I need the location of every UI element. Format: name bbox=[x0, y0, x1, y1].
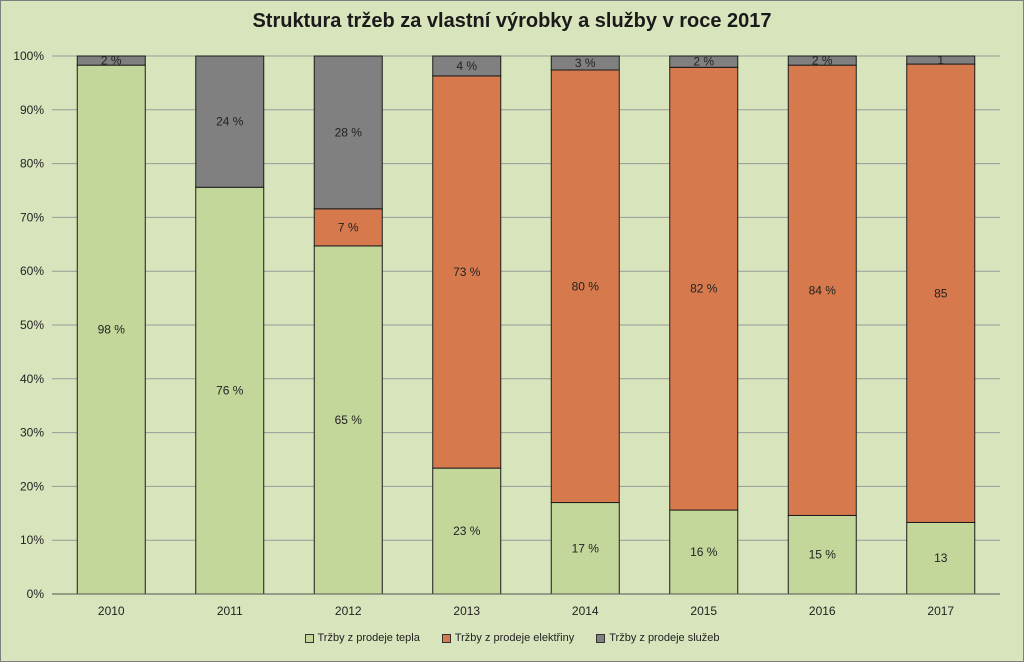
bar-segment bbox=[906, 55, 976, 65]
y-tick-label: 60% bbox=[20, 264, 44, 278]
x-tick-label: 2013 bbox=[453, 604, 480, 618]
data-label: 7 % bbox=[338, 220, 359, 234]
bar-segment bbox=[76, 55, 146, 66]
bar-segment bbox=[550, 55, 620, 71]
data-label: 13 bbox=[934, 551, 948, 565]
y-tick-label: 100% bbox=[13, 49, 44, 63]
x-tick-label: 2011 bbox=[217, 604, 243, 618]
bar-segment bbox=[669, 66, 739, 511]
legend-swatch bbox=[441, 633, 451, 643]
data-label: 82 % bbox=[690, 282, 718, 296]
data-label: 3 % bbox=[575, 56, 596, 70]
legend-swatch bbox=[304, 633, 314, 643]
legend-item: Tržby z prodeje tepla bbox=[304, 632, 420, 644]
y-tick-label: 30% bbox=[20, 426, 44, 440]
data-label: 17 % bbox=[572, 541, 600, 555]
legend-label: Tržby z prodeje tepla bbox=[317, 632, 420, 644]
data-label: 85 bbox=[934, 286, 948, 300]
data-label: 15 % bbox=[809, 548, 837, 562]
bar-segment bbox=[195, 55, 265, 188]
bar-segment bbox=[313, 55, 383, 210]
legend-label: Tržby z prodeje služeb bbox=[609, 632, 720, 644]
x-tick-label: 2017 bbox=[927, 604, 954, 618]
bar-segment bbox=[787, 514, 857, 595]
bar-segment bbox=[669, 55, 739, 68]
chart-legend: Tržby z prodeje tepla Tržby z prodeje ele… bbox=[0, 632, 1024, 644]
data-label: 73 % bbox=[453, 265, 481, 279]
bar-segment bbox=[313, 245, 383, 595]
legend-item: Tržby z prodeje elektřiny bbox=[441, 632, 575, 644]
data-label: 28 % bbox=[335, 125, 363, 139]
data-label: 16 % bbox=[690, 545, 718, 559]
bar-segment bbox=[313, 208, 383, 247]
bar-segment bbox=[669, 509, 739, 595]
bar-segment bbox=[787, 55, 857, 66]
y-tick-label: 10% bbox=[20, 533, 44, 547]
data-label: 76 % bbox=[216, 384, 244, 398]
data-label: 4 % bbox=[456, 59, 477, 73]
data-label: 24 % bbox=[216, 115, 244, 129]
x-tick-label: 2010 bbox=[98, 604, 125, 618]
bar-segment bbox=[906, 63, 976, 523]
legend-item: Tržby z prodeje služeb bbox=[596, 632, 720, 644]
bar-segment bbox=[195, 186, 265, 595]
y-tick-label: 50% bbox=[20, 318, 44, 332]
bar-segment bbox=[432, 467, 502, 595]
x-tick-label: 2015 bbox=[690, 604, 717, 618]
y-tick-label: 90% bbox=[20, 103, 44, 117]
data-label: 84 % bbox=[809, 283, 837, 297]
bar-segment bbox=[76, 64, 146, 595]
y-tick-label: 70% bbox=[20, 210, 44, 224]
data-label: 23 % bbox=[453, 524, 481, 538]
bar-segment bbox=[432, 75, 502, 469]
chart-title: Struktura tržeb za vlastní výrobky a slu… bbox=[252, 10, 772, 32]
bar-segment bbox=[432, 55, 502, 77]
bar-segment bbox=[550, 69, 620, 504]
data-label: 2 % bbox=[101, 54, 122, 68]
y-tick-label: 80% bbox=[20, 157, 44, 171]
x-tick-label: 2014 bbox=[572, 604, 599, 618]
data-label: 2 % bbox=[693, 55, 714, 69]
data-label: 65 % bbox=[335, 413, 363, 427]
data-label: 80 % bbox=[572, 279, 600, 293]
x-tick-label: 2012 bbox=[335, 604, 362, 618]
legend-swatch bbox=[596, 633, 606, 643]
data-label: 1 bbox=[937, 53, 944, 67]
data-label: 2 % bbox=[812, 54, 833, 68]
x-tick-label: 2016 bbox=[809, 604, 836, 618]
y-tick-label: 0% bbox=[27, 587, 45, 601]
data-label: 98 % bbox=[98, 323, 126, 337]
bar-segment bbox=[787, 64, 857, 516]
y-tick-label: 20% bbox=[20, 479, 44, 493]
legend-label: Tržby z prodeje elektřiny bbox=[454, 632, 575, 644]
bar-segment bbox=[906, 521, 976, 595]
y-tick-label: 40% bbox=[20, 372, 44, 386]
